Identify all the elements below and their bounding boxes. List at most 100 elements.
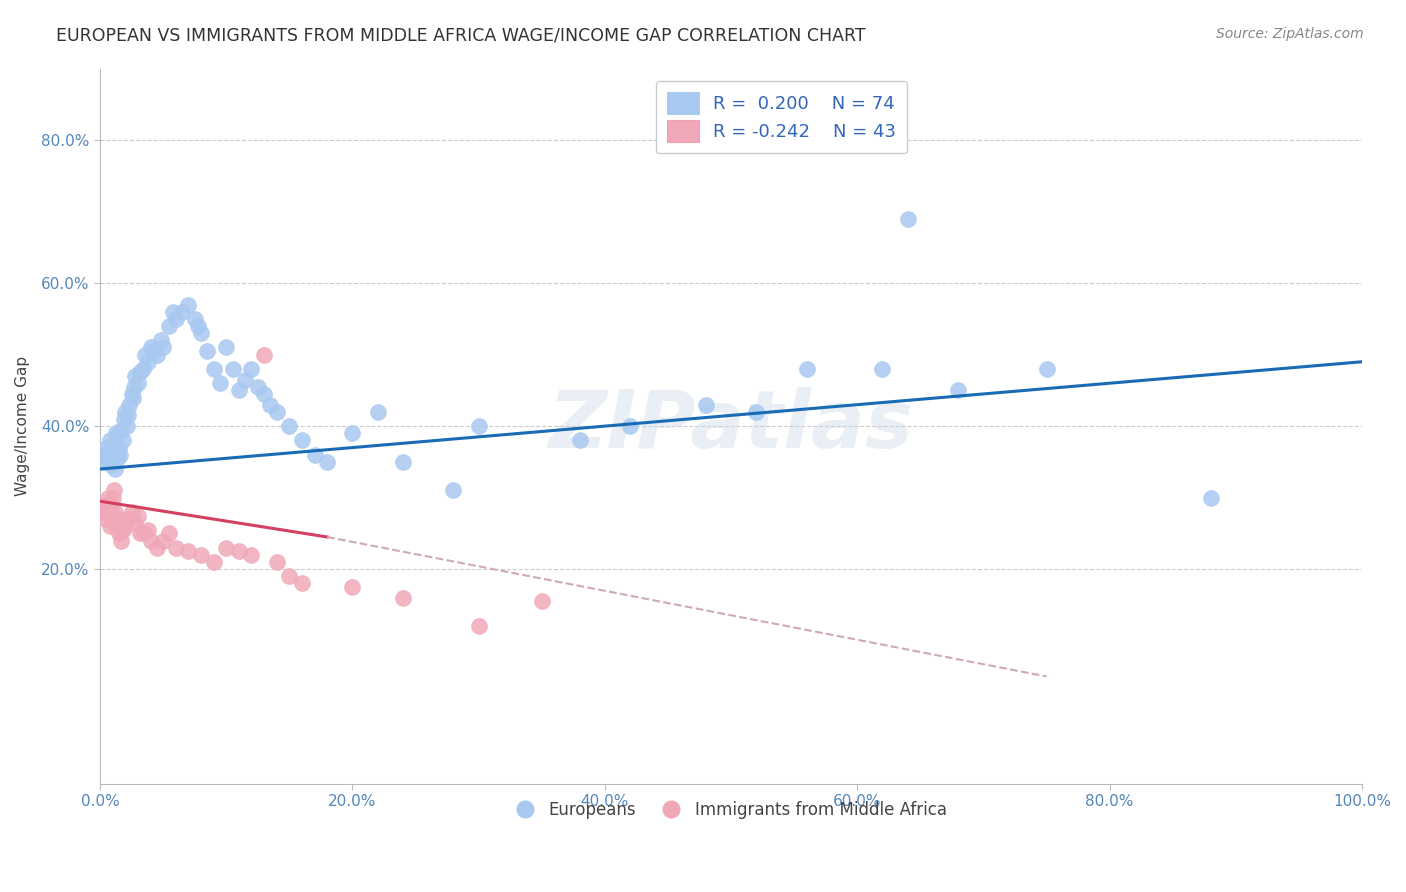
Point	[97, 505, 120, 519]
Point	[177, 297, 200, 311]
Point	[111, 523, 134, 537]
Point	[208, 376, 231, 391]
Point	[110, 516, 132, 530]
Y-axis label: Wage/Income Gap: Wage/Income Gap	[15, 356, 30, 496]
Point	[190, 548, 212, 562]
Point	[165, 541, 187, 555]
Point	[215, 341, 238, 355]
Point	[124, 369, 146, 384]
Point	[291, 576, 314, 591]
Point	[104, 505, 127, 519]
Point	[897, 211, 920, 226]
Point	[94, 505, 117, 519]
Point	[121, 391, 143, 405]
Point	[134, 526, 156, 541]
Point	[98, 434, 121, 448]
Point	[159, 526, 181, 541]
Point	[134, 348, 156, 362]
Point	[111, 434, 134, 448]
Point	[240, 548, 263, 562]
Point	[101, 491, 124, 505]
Point	[107, 451, 129, 466]
Point	[103, 437, 125, 451]
Point	[105, 426, 128, 441]
Point	[146, 541, 169, 555]
Point	[117, 512, 139, 526]
Point	[170, 304, 193, 318]
Point	[118, 398, 141, 412]
Point	[110, 448, 132, 462]
Point	[94, 448, 117, 462]
Point	[202, 555, 225, 569]
Point	[97, 451, 120, 466]
Point	[367, 405, 389, 419]
Point	[114, 405, 136, 419]
Point	[695, 398, 717, 412]
Point	[98, 519, 121, 533]
Point	[121, 505, 143, 519]
Point	[165, 311, 187, 326]
Point	[100, 458, 122, 473]
Point	[127, 376, 149, 391]
Point	[304, 448, 326, 462]
Point	[316, 455, 339, 469]
Point	[97, 491, 120, 505]
Point	[1199, 491, 1222, 505]
Point	[266, 555, 288, 569]
Point	[139, 533, 162, 548]
Point	[97, 444, 120, 458]
Point	[228, 544, 250, 558]
Point	[117, 409, 139, 423]
Point	[101, 448, 124, 462]
Point	[146, 348, 169, 362]
Point	[104, 462, 127, 476]
Point	[278, 569, 301, 583]
Point	[392, 591, 415, 605]
Point	[342, 426, 364, 441]
Point	[195, 344, 218, 359]
Point	[568, 434, 591, 448]
Point	[291, 434, 314, 448]
Point	[745, 405, 768, 419]
Point	[159, 318, 181, 333]
Point	[221, 362, 243, 376]
Text: ZIPatlas: ZIPatlas	[548, 387, 914, 465]
Point	[467, 419, 489, 434]
Point	[110, 423, 132, 437]
Point	[136, 355, 159, 369]
Legend: Europeans, Immigrants from Middle Africa: Europeans, Immigrants from Middle Africa	[509, 794, 953, 825]
Point	[1035, 362, 1057, 376]
Point	[107, 512, 129, 526]
Text: EUROPEAN VS IMMIGRANTS FROM MIDDLE AFRICA WAGE/INCOME GAP CORRELATION CHART: EUROPEAN VS IMMIGRANTS FROM MIDDLE AFRIC…	[56, 27, 866, 45]
Point	[93, 455, 115, 469]
Point	[342, 580, 364, 594]
Text: Source: ZipAtlas.com: Source: ZipAtlas.com	[1216, 27, 1364, 41]
Point	[93, 498, 115, 512]
Point	[129, 526, 152, 541]
Point	[202, 362, 225, 376]
Point	[441, 483, 464, 498]
Point	[132, 362, 155, 376]
Point	[115, 419, 138, 434]
Point	[110, 533, 132, 548]
Point	[152, 533, 174, 548]
Point	[136, 523, 159, 537]
Point	[152, 341, 174, 355]
Point	[240, 362, 263, 376]
Point	[278, 419, 301, 434]
Point	[872, 362, 894, 376]
Point	[108, 441, 131, 455]
Point	[96, 441, 118, 455]
Point	[127, 508, 149, 523]
Point	[266, 405, 288, 419]
Point	[149, 334, 172, 348]
Point	[187, 318, 209, 333]
Point	[253, 387, 276, 401]
Point	[96, 512, 118, 526]
Point	[162, 304, 184, 318]
Point	[190, 326, 212, 340]
Point	[129, 366, 152, 380]
Point	[946, 384, 969, 398]
Point	[122, 380, 145, 394]
Point	[619, 419, 641, 434]
